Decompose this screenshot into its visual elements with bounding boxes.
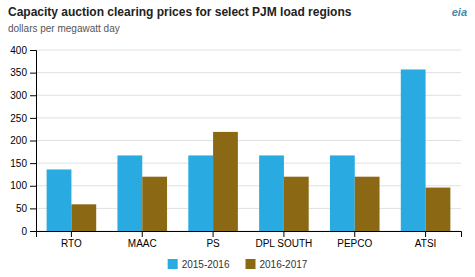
grid-line: [36, 50, 461, 51]
x-tick: MAAC: [128, 231, 157, 249]
y-tick-label: 100: [10, 180, 27, 191]
x-tick: PS: [206, 231, 220, 249]
y-tick: 150: [10, 158, 36, 169]
y-tick-mark: [30, 118, 36, 119]
legend-swatch: [168, 259, 178, 269]
y-tick: 400: [10, 45, 36, 56]
grid-line: [36, 185, 461, 186]
y-tick-mark: [30, 50, 36, 51]
x-tick: DPL SOUTH: [255, 231, 312, 249]
y-tick: 0: [21, 226, 36, 237]
x-tick-mark: [142, 231, 143, 237]
x-tick: PEPCO: [337, 231, 372, 249]
bar: [426, 188, 451, 231]
bar: [355, 177, 380, 231]
y-tick-label: 400: [10, 45, 27, 56]
chart: Capacity auction clearing prices for sel…: [0, 0, 475, 277]
y-tick: 100: [10, 180, 36, 191]
y-tick: 50: [16, 203, 36, 214]
bar: [142, 177, 167, 231]
x-tick-mark: [71, 231, 72, 237]
bar: [188, 155, 213, 231]
bar: [401, 69, 426, 231]
x-tick-label: MAAC: [128, 238, 157, 249]
y-tick-label: 200: [10, 135, 27, 146]
bar: [47, 169, 72, 231]
bar: [117, 155, 142, 231]
y-tick: 300: [10, 90, 36, 101]
series: [71, 132, 450, 231]
subtitle: dollars per megawatt day: [8, 23, 120, 34]
x-axis-line: [37, 232, 462, 238]
legend-label: 2016-2017: [260, 259, 308, 270]
y-tick-label: 150: [10, 158, 27, 169]
y-tick-mark: [30, 231, 36, 232]
y-axis-line: [30, 51, 37, 232]
x-tick-label: PEPCO: [337, 238, 372, 249]
bar: [213, 132, 238, 231]
legend-item: 2015-2016: [168, 259, 230, 270]
x-tick-mark: [283, 231, 284, 237]
x-tick-label: PS: [206, 238, 220, 249]
legend: 2015-2016 2016-2017: [168, 259, 308, 270]
x-tick-label: ATSI: [415, 238, 436, 249]
grid-line: [36, 72, 461, 73]
y-tick-label: 300: [10, 90, 27, 101]
y-tick-label: 250: [10, 113, 27, 124]
y-tick-mark: [30, 186, 36, 187]
y-tick: 200: [10, 135, 36, 146]
y-tick: 350: [10, 67, 36, 78]
y-tick-mark: [30, 141, 36, 142]
y-tick: 250: [10, 113, 36, 124]
title: Capacity auction clearing prices for sel…: [8, 5, 352, 19]
grid-line: [36, 117, 461, 118]
legend-swatch: [246, 259, 256, 269]
bar: [330, 155, 355, 231]
grid-line: [36, 163, 461, 164]
bars: [47, 69, 451, 231]
grid: [36, 50, 461, 231]
bar: [284, 177, 309, 231]
y-tick-label: 50: [16, 203, 28, 214]
x-tick-label: DPL SOUTH: [255, 238, 312, 249]
plot: 0 50 100 150 200 250 300 350 400 RTO MAAC PS DPL SOU…: [10, 45, 461, 249]
legend-label: 2015-2016: [182, 259, 230, 270]
y-tick-mark: [30, 163, 36, 164]
grid-line: [36, 140, 461, 141]
x-tick: RTO: [61, 231, 82, 249]
y-tick-label: 350: [10, 67, 27, 78]
y-tick-mark: [30, 73, 36, 74]
series: [47, 69, 426, 231]
grid-line: [36, 208, 461, 209]
x-tick-label: RTO: [61, 238, 82, 249]
legend-item: 2016-2017: [246, 259, 308, 270]
annotation: eia: [452, 6, 467, 18]
bar: [71, 204, 96, 231]
x-axis: RTO MAAC PS DPL SOUTH PEPCO ATSI: [37, 231, 462, 249]
y-tick-label: 0: [21, 226, 27, 237]
x-tick-mark: [354, 231, 355, 237]
grid-line: [36, 95, 461, 96]
y-tick-mark: [30, 95, 36, 96]
x-tick-mark: [213, 231, 214, 237]
x-tick: ATSI: [415, 231, 436, 249]
y-tick-mark: [30, 208, 36, 209]
y-axis: 0 50 100 150 200 250 300 350 400: [10, 45, 36, 237]
x-tick-mark: [425, 231, 426, 237]
bar: [259, 155, 284, 231]
